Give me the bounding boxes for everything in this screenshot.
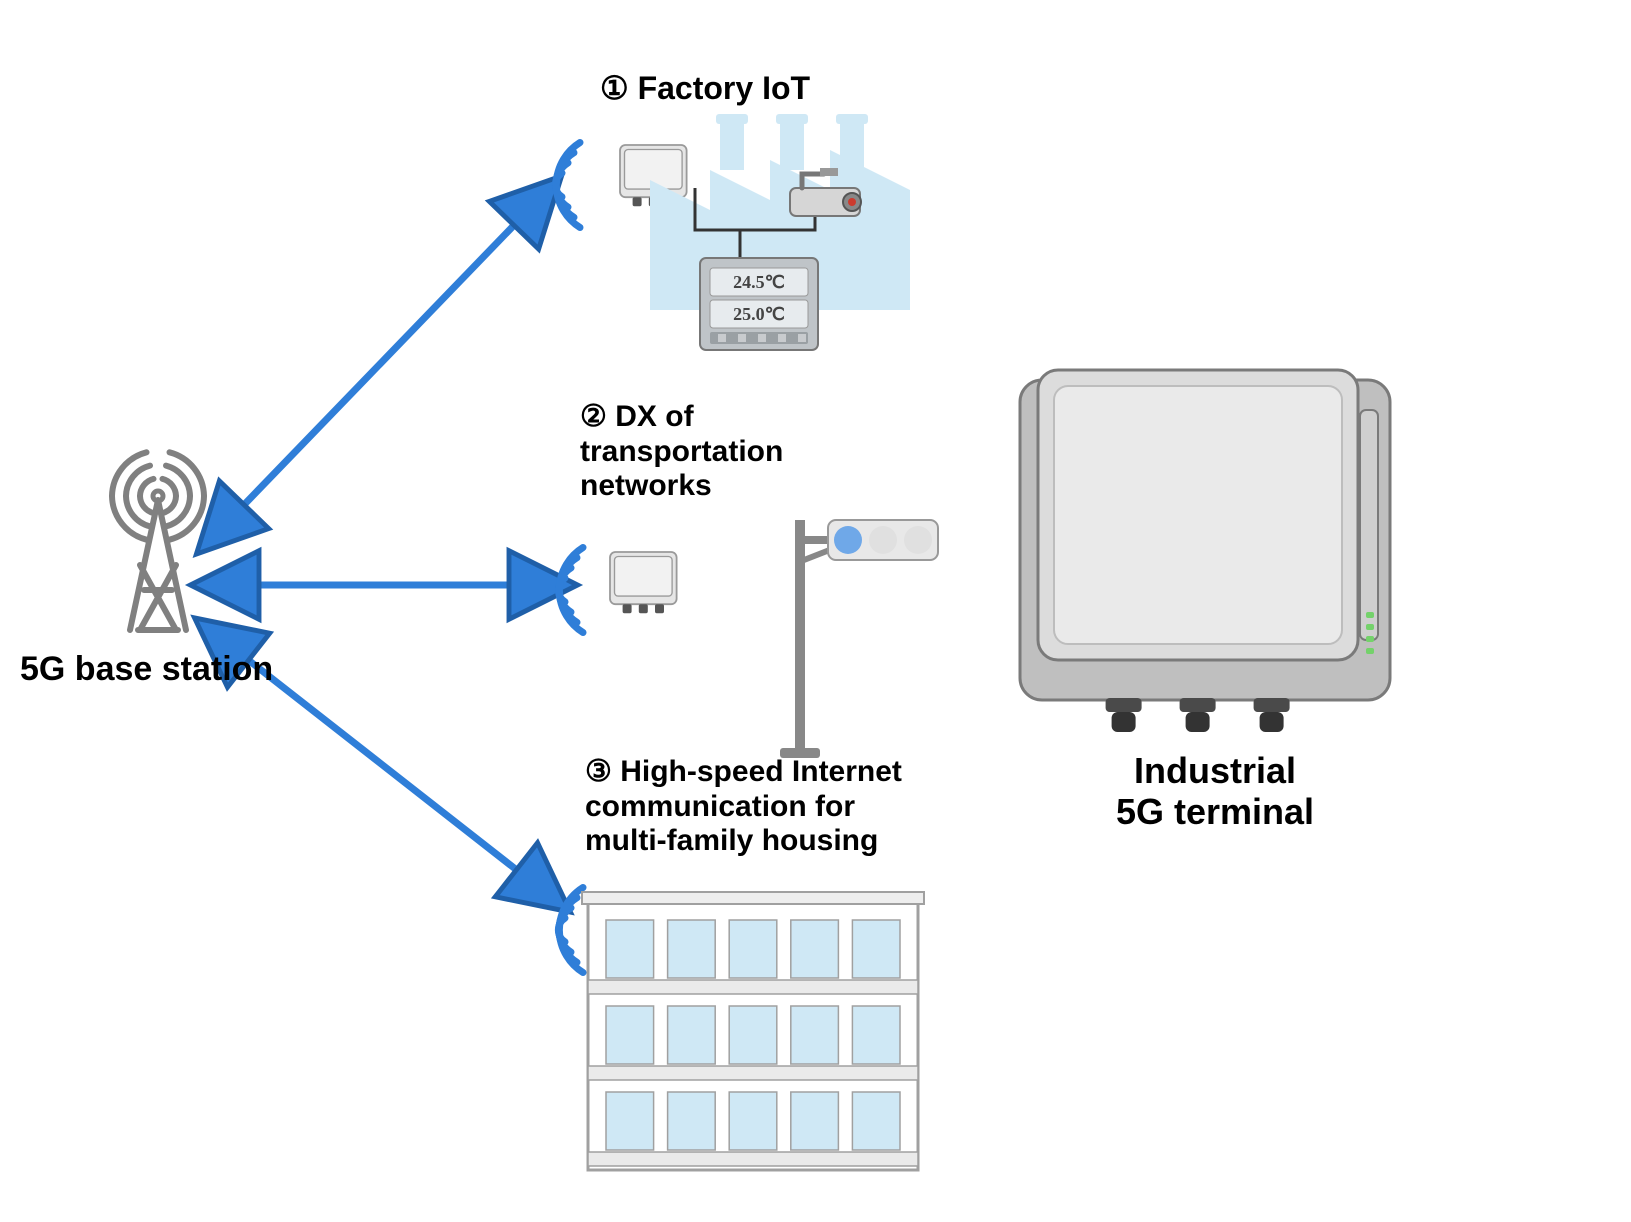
label-base-station: 5G base station (20, 650, 273, 689)
building-scene (582, 892, 924, 1170)
small-terminal-icon (610, 552, 677, 613)
arrow-1 (210, 190, 548, 540)
temp-reading-1: 24.5℃ (733, 272, 785, 292)
industrial-terminal-icon (1020, 370, 1390, 732)
traffic-scene (780, 520, 938, 758)
diagram-svg: 24.5℃ 25.0℃ (0, 0, 1631, 1222)
signal-icon (558, 548, 583, 633)
temp-reading-2: 25.0℃ (733, 304, 785, 324)
label-dx-transport: ② DX of transportation networks (580, 400, 783, 504)
tower-icon (112, 452, 204, 630)
signal-icon (555, 143, 580, 228)
temperature-monitor: 24.5℃ 25.0℃ (700, 258, 818, 350)
label-housing: ③ High-speed Internet communication for … (585, 755, 902, 859)
label-terminal: Industrial 5G terminal (1030, 750, 1400, 833)
factory-scene: 24.5℃ 25.0℃ (650, 114, 910, 350)
signal-icon (558, 888, 583, 973)
label-factory-iot: ① Factory IoT (600, 70, 810, 107)
diagram-stage: 24.5℃ 25.0℃ 5G base station ① Factory IoT… (0, 0, 1631, 1222)
